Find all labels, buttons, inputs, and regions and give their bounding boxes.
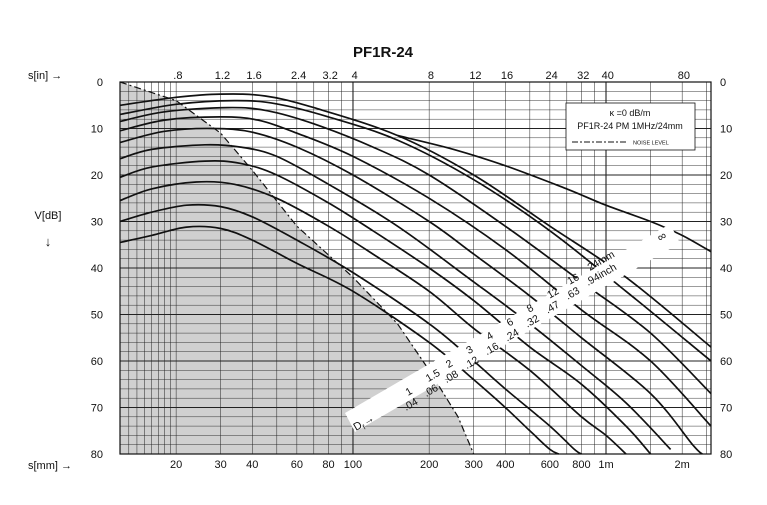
x-tick-label-bottom: 80	[322, 459, 334, 471]
x-tick-label-top: .8	[173, 70, 182, 82]
chart-title: PF1R-24	[353, 44, 414, 61]
series-line-7	[119, 106, 712, 395]
plot-frame	[119, 81, 712, 455]
noise-level-line	[119, 81, 475, 455]
series-line-0	[119, 225, 560, 455]
chart-axes: 0 0 10 10 20 20 30 30 40 40 50 50 60 60 70 70 80 80 20 30 40…	[91, 70, 733, 471]
y-tick-label-left: 10	[91, 124, 103, 136]
x-tick-label-bottom: 100	[344, 459, 362, 471]
x-tick-label-top: 16	[501, 70, 513, 82]
series-line-3	[119, 159, 652, 455]
x-tick-label-top: 1.6	[246, 70, 261, 82]
y-tick-label-right: 20	[720, 170, 732, 182]
y-tick-label-right: 10	[720, 124, 732, 136]
series-line-6	[119, 116, 712, 427]
x-tick-label-top: 24	[545, 70, 557, 82]
y-tick-label-left: 80	[91, 449, 103, 461]
legend: κ =0 dB/m PF1R-24 PM 1MHz/24mm NOISE LEV…	[565, 102, 696, 151]
series-line-4	[119, 143, 672, 450]
reflector-mm-label: 12	[545, 285, 561, 301]
y-tick-label-right: 50	[720, 310, 732, 322]
series-line-2	[119, 180, 627, 455]
series-line-10	[397, 134, 712, 253]
reflector-mm-label: 6	[505, 316, 516, 329]
y-tick-label-right: 40	[720, 263, 732, 275]
reflector-mm-label: 16	[565, 271, 581, 287]
x-tick-label-bottom: 400	[496, 459, 514, 471]
x-tick-label-top: 1.2	[215, 70, 230, 82]
x-tick-label-bottom: 60	[291, 459, 303, 471]
y-axis-title: V[dB]	[35, 210, 62, 222]
x-tick-label-top: 12	[469, 70, 481, 82]
label-band-background	[345, 224, 680, 432]
reflector-label-band	[345, 224, 680, 432]
x-tick-label-bottom: 40	[246, 459, 258, 471]
top-axis-title: s[in] →	[28, 70, 62, 82]
reflector-mm-label: 3	[464, 344, 475, 357]
x-tick-label-bottom: 200	[420, 459, 438, 471]
y-tick-label-left: 30	[91, 217, 103, 229]
x-tick-label-bottom: 2m	[675, 459, 690, 471]
x-tick-label-top: 32	[577, 70, 589, 82]
reflector-labels: Df→1.041.5.062.083.124.166.248.3212.4716…	[352, 228, 669, 433]
y-tick-label-left: 70	[91, 403, 103, 415]
legend-noise-label: NOISE LEVEL	[633, 141, 669, 147]
legend-line-2: PF1R-24 PM 1MHz/24mm	[577, 121, 683, 131]
x-tick-label-top: 80	[678, 70, 690, 82]
x-tick-label-bottom: 600	[541, 459, 559, 471]
y-tick-label-right: 80	[720, 449, 732, 461]
series-line-9	[119, 93, 712, 348]
x-tick-label-bottom: 30	[215, 459, 227, 471]
x-tick-label-top: 3.2	[323, 70, 338, 82]
y-tick-label-left: 40	[91, 263, 103, 275]
reflector-mm-label: 1	[404, 385, 415, 398]
x-tick-label-top: 8	[428, 70, 434, 82]
x-tick-label-bottom: 20	[170, 459, 182, 471]
reflector-mm-label: 8	[525, 302, 536, 315]
x-tick-label-bottom: 1m	[598, 459, 613, 471]
x-tick-label-bottom: 800	[572, 459, 590, 471]
y-tick-label-right: 30	[720, 217, 732, 229]
legend-line-1: κ =0 dB/m	[610, 108, 651, 118]
y-tick-label-left: 0	[97, 77, 103, 89]
y-axis-arrow: ↓	[45, 234, 52, 249]
y-tick-label-right: 60	[720, 356, 732, 368]
y-tick-label-left: 60	[91, 356, 103, 368]
x-tick-label-top: 2.4	[291, 70, 306, 82]
x-tick-label-bottom: 300	[465, 459, 483, 471]
x-tick-label-top: 4	[352, 70, 358, 82]
y-tick-label-right: 70	[720, 403, 732, 415]
y-tick-label-right: 0	[720, 77, 726, 89]
reflector-mm-label: 4	[484, 330, 495, 343]
reflector-mm-label: 2	[444, 357, 455, 370]
y-tick-label-left: 50	[91, 310, 103, 322]
bottom-axis-title: s[mm] →	[28, 460, 72, 472]
x-tick-label-top: 40	[602, 70, 614, 82]
series-line-1	[119, 203, 582, 455]
y-tick-label-left: 20	[91, 170, 103, 182]
